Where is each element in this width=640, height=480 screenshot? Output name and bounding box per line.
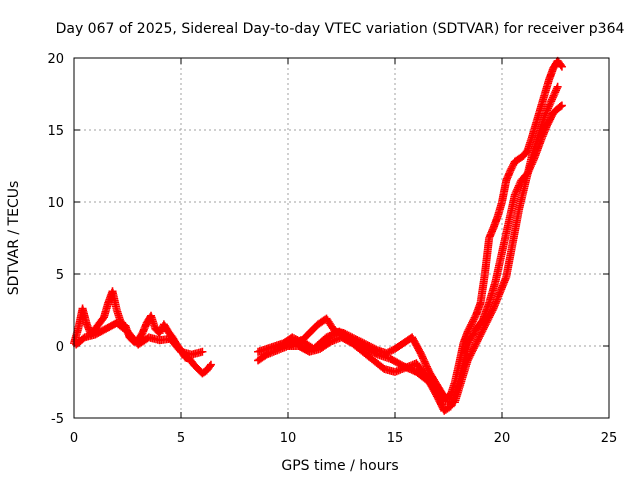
data-point: [556, 61, 565, 70]
data-point: [512, 187, 521, 196]
y-tick-label: 0: [56, 340, 64, 355]
data-point: [511, 189, 520, 197]
data-point: [551, 88, 560, 97]
data-point: [552, 84, 561, 93]
data-point: [488, 306, 497, 315]
data-point: [542, 108, 551, 116]
plot-frame: [73, 57, 610, 419]
series-segment-early-lower: [72, 318, 207, 359]
y-axis-label: SDTVAR / TECUs: [6, 181, 22, 296]
data-point: [552, 86, 561, 95]
data-point: [206, 360, 215, 369]
data-point: [544, 104, 553, 113]
y-tick-label: 5: [56, 268, 64, 283]
x-axis-label: GPS time / hours: [281, 458, 398, 474]
x-tick-label: 25: [601, 431, 618, 446]
x-tick-label: 0: [70, 431, 78, 446]
data-point: [549, 91, 558, 100]
x-tick-label: 5: [177, 431, 185, 446]
data-point: [547, 97, 556, 106]
data-point: [198, 347, 207, 356]
x-tick-label: 15: [387, 431, 404, 446]
data-point: [205, 362, 214, 371]
axis-ticks: 0 5 10 15 20 25 -5 0 5 10 15 20: [47, 52, 617, 446]
data-point: [557, 62, 566, 71]
x-tick-label: 10: [280, 431, 297, 446]
data-point: [546, 99, 555, 107]
x-tick-label: 20: [494, 431, 511, 446]
chart-title: Day 067 of 2025, Sidereal Day-to-day VTE…: [56, 21, 625, 37]
y-tick-label: -5: [51, 412, 64, 427]
data-point: [543, 106, 552, 115]
data-point: [548, 93, 557, 102]
data-point: [553, 82, 562, 91]
data-point: [541, 109, 550, 118]
data-points: [70, 56, 566, 415]
y-tick-label: 20: [47, 52, 64, 67]
y-tick-label: 15: [47, 124, 64, 139]
grid: [74, 58, 609, 418]
y-tick-label: 10: [47, 196, 64, 211]
data-point: [557, 101, 566, 110]
series-segment-late-mid: [284, 82, 562, 407]
data-point: [510, 190, 519, 199]
data-point: [548, 95, 557, 104]
data-point: [540, 111, 549, 120]
data-point: [545, 100, 554, 109]
data-point: [550, 90, 559, 98]
series-segment-early: [70, 287, 215, 378]
data-point: [544, 102, 553, 111]
